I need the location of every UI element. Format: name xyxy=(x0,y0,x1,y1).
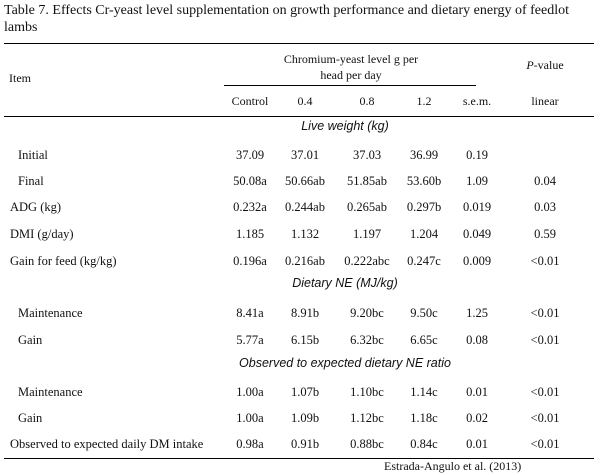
row-label: Final xyxy=(18,174,44,188)
column-header-5: linear xyxy=(531,94,559,108)
table-cell: 5.77a xyxy=(236,333,264,347)
table-cell: 6.15b xyxy=(290,333,320,347)
table-cell: 0.84c xyxy=(410,437,438,451)
pvalue-suffix: -value xyxy=(533,58,564,72)
table-cell: 0.049 xyxy=(462,227,492,241)
table-cell: 1.132 xyxy=(290,227,320,241)
group-header-rule xyxy=(224,85,476,86)
table-cell: 1.00a xyxy=(236,411,264,425)
table-cell: 0.01 xyxy=(466,385,488,399)
table-cell: 50.66ab xyxy=(285,174,325,188)
row-label: DMI (g/day) xyxy=(10,227,74,241)
table-cell: <0.01 xyxy=(530,385,560,399)
table-cell: <0.01 xyxy=(530,333,560,347)
table-cell: 1.197 xyxy=(352,227,382,241)
table-cell: 1.00a xyxy=(236,385,264,399)
table-cell: 0.232a xyxy=(233,200,267,214)
table-cell: <0.01 xyxy=(530,437,560,451)
header-bottom-rule xyxy=(4,116,594,117)
row-label: ADG (kg) xyxy=(10,200,62,214)
table-cell: 0.03 xyxy=(534,200,556,214)
source-citation: Estrada-Angulo et al. (2013) xyxy=(384,459,522,473)
chromium-group-header: Chromium-yeast level g per head per day xyxy=(283,52,419,82)
table-cell: 0.216ab xyxy=(285,254,325,268)
table-caption: Table 7. Effects Cr-yeast level suppleme… xyxy=(4,3,570,35)
table-cell: 0.02 xyxy=(466,411,488,425)
section-title: Observed to expected dietary NE ratio xyxy=(239,356,451,370)
pvalue-header: P-value xyxy=(510,58,580,73)
table-cell: 0.59 xyxy=(534,227,556,241)
section-title: Live weight (kg) xyxy=(301,119,389,133)
table-cell: 1.25 xyxy=(466,306,488,320)
table-top-rule xyxy=(4,43,594,44)
item-column-header: Item xyxy=(9,71,31,85)
table-cell: 50.08a xyxy=(233,174,267,188)
table-cell: 0.247c xyxy=(407,254,441,268)
table-cell: 37.09 xyxy=(235,148,265,162)
table-cell: 51.85ab xyxy=(347,174,387,188)
column-header-3: 1.2 xyxy=(416,94,432,108)
table-cell: 0.244ab xyxy=(285,200,325,214)
row-label: Maintenance xyxy=(18,385,83,399)
table-cell: 0.91b xyxy=(290,437,320,451)
table-cell: 0.297b xyxy=(406,200,442,214)
table-cell: 1.14c xyxy=(410,385,438,399)
table-cell: 0.009 xyxy=(462,254,492,268)
table-cell: 0.88bc xyxy=(350,437,384,451)
table-cell: 6.32bc xyxy=(350,333,384,347)
table-cell: 8.41a xyxy=(236,306,264,320)
table-cell: 1.185 xyxy=(235,227,265,241)
table-cell: 0.19 xyxy=(466,148,488,162)
table-cell: 37.01 xyxy=(290,148,320,162)
row-label: Observed to expected daily DM intake xyxy=(10,437,204,451)
table-cell: 53.60b xyxy=(406,174,442,188)
table-bottom-rule xyxy=(4,458,594,459)
table-cell: 1.18c xyxy=(410,411,438,425)
column-header-2: 0.8 xyxy=(359,94,375,108)
table-cell: 1.09b xyxy=(290,411,320,425)
row-label: Gain xyxy=(18,411,43,425)
table-cell: <0.01 xyxy=(530,254,560,268)
table-cell: 6.65c xyxy=(410,333,438,347)
table-cell: 0.196a xyxy=(233,254,267,268)
table-cell: <0.01 xyxy=(530,306,560,320)
table-cell: 0.98a xyxy=(236,437,264,451)
column-header-0: Control xyxy=(231,94,269,108)
column-header-1: 0.4 xyxy=(297,94,313,108)
table-cell: 9.20bc xyxy=(350,306,384,320)
table-cell: 1.12bc xyxy=(350,411,384,425)
table-cell: <0.01 xyxy=(530,411,560,425)
table-cell: 0.01 xyxy=(466,437,488,451)
row-label: Gain xyxy=(18,333,43,347)
pvalue-p-letter: P xyxy=(526,58,534,72)
table-cell: 0.04 xyxy=(534,174,556,188)
table-cell: 1.09 xyxy=(466,174,488,188)
table-cell: 1.10bc xyxy=(350,385,384,399)
row-label: Maintenance xyxy=(18,306,83,320)
column-header-4: s.e.m. xyxy=(462,94,492,108)
table-cell: 1.204 xyxy=(409,227,439,241)
table-cell: 9.50c xyxy=(410,306,438,320)
table-cell: 8.91b xyxy=(290,306,320,320)
row-label: Initial xyxy=(18,148,48,162)
table-cell: 37.03 xyxy=(352,148,382,162)
table-cell: 1.07b xyxy=(290,385,320,399)
table-cell: 0.019 xyxy=(462,200,492,214)
section-title: Dietary NE (MJ/kg) xyxy=(292,276,398,290)
table-cell: 0.222abc xyxy=(344,254,390,268)
table-cell: 36.99 xyxy=(409,148,439,162)
table-cell: 0.265ab xyxy=(347,200,387,214)
row-label: Gain for feed (kg/kg) xyxy=(10,254,117,268)
table-cell: 0.08 xyxy=(466,333,488,347)
